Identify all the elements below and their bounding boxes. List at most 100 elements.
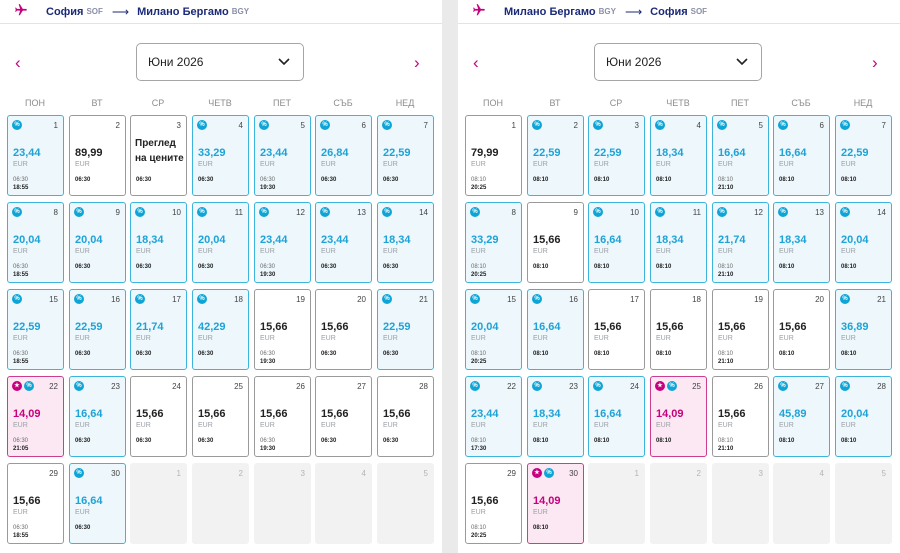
day-number: 6: [361, 121, 366, 130]
calendar-day[interactable]: 26 15,66 EUR 06:30 19:30: [254, 376, 311, 457]
prev-month-button[interactable]: ‹: [473, 53, 479, 72]
calendar-day[interactable]: 10% 16,64 EUR 08:10: [588, 202, 645, 283]
fare-price: 20,04: [471, 321, 499, 333]
calendar-day[interactable]: 29 15,66 EUR 08:10 20:25: [465, 463, 522, 544]
calendar-day[interactable]: 28 15,66 EUR 06:30: [377, 376, 434, 457]
calendar-day[interactable]: 22% 23,44 EUR 08:10 17:30: [465, 376, 522, 457]
calendar-day[interactable]: 5% 23,44 EUR 06:30 19:30: [254, 115, 311, 196]
month-select[interactable]: Юни 2026: [136, 43, 304, 81]
month-select[interactable]: Юни 2026: [594, 43, 762, 81]
fare-price: 20,04: [841, 408, 869, 420]
fare-currency: EUR: [198, 248, 213, 255]
calendar-day[interactable]: 9% 20,04 EUR 06:30: [69, 202, 126, 283]
calendar-day[interactable]: 8% 20,04 EUR 06:30 18:55: [7, 202, 64, 283]
fare-currency: EUR: [260, 248, 275, 255]
calendar-day[interactable]: 14% 20,04 EUR 08:10: [835, 202, 892, 283]
calendar-day[interactable]: 20 15,66 EUR 06:30: [315, 289, 372, 370]
calendar-day[interactable]: 6% 26,84 EUR 06:30: [315, 115, 372, 196]
calendar-day[interactable]: 11% 18,34 EUR 08:10: [650, 202, 707, 283]
calendar-day-disabled: 3: [712, 463, 769, 544]
prev-month-button[interactable]: ‹: [15, 53, 21, 72]
calendar-day[interactable]: 20 15,66 EUR 08:10: [773, 289, 830, 370]
fare-currency: EUR: [383, 422, 398, 429]
calendar-day[interactable]: 4% 18,34 EUR 08:10: [650, 115, 707, 196]
percent-icon: %: [259, 120, 269, 130]
calendar-day[interactable]: 15% 20,04 EUR 08:10 20:25: [465, 289, 522, 370]
calendar-day[interactable]: 17 15,66 EUR 08:10: [588, 289, 645, 370]
calendar-day[interactable]: 23% 18,34 EUR 08:10: [527, 376, 584, 457]
fare-currency: EUR: [13, 422, 28, 429]
calendar-day[interactable]: 11% 20,04 EUR 06:30: [192, 202, 249, 283]
fare-badges: ★%: [12, 381, 36, 391]
day-number: 20: [357, 295, 366, 304]
origin-code: SOF: [86, 7, 103, 16]
calendar-day[interactable]: 26 15,66 EUR 08:10 21:10: [712, 376, 769, 457]
calendar-day[interactable]: 24 15,66 EUR 06:30: [130, 376, 187, 457]
calendar-day[interactable]: 27% 45,89 EUR 08:10: [773, 376, 830, 457]
calendar-day[interactable]: 19 15,66 EUR 08:10 21:10: [712, 289, 769, 370]
calendar-day[interactable]: 15% 22,59 EUR 06:30 18:55: [7, 289, 64, 370]
calendar-day[interactable]: 7% 22,59 EUR 08:10: [835, 115, 892, 196]
calendar-day[interactable]: 29 15,66 EUR 06:30 18:55: [7, 463, 64, 544]
calendar-day[interactable]: 21% 36,89 EUR 08:10: [835, 289, 892, 370]
calendar-day[interactable]: 21% 22,59 EUR 06:30: [377, 289, 434, 370]
calendar-day[interactable]: 16% 16,64 EUR 08:10: [527, 289, 584, 370]
next-month-button[interactable]: ›: [872, 53, 878, 72]
calendar-day[interactable]: 13% 18,34 EUR 08:10: [773, 202, 830, 283]
percent-icon: %: [12, 120, 22, 130]
fare-currency: EUR: [533, 335, 548, 342]
fare-price: 22,59: [841, 147, 869, 159]
calendar-day[interactable]: 5% 16,64 EUR 08:10 21:10: [712, 115, 769, 196]
fare-price: 23,44: [260, 147, 288, 159]
calendar-day[interactable]: 8% 33,29 EUR 08:10 20:25: [465, 202, 522, 283]
calendar-day[interactable]: 30% 16,64 EUR 06:30: [69, 463, 126, 544]
calendar-day[interactable]: 27 15,66 EUR 06:30: [315, 376, 372, 457]
flight-time: 08:10: [471, 351, 487, 357]
calendar-day[interactable]: 24% 16,64 EUR 08:10: [588, 376, 645, 457]
calendar-day[interactable]: 10% 18,34 EUR 06:30: [130, 202, 187, 283]
fare-badges: %: [532, 381, 544, 391]
flight-time: 08:10: [471, 177, 487, 183]
calendar-day[interactable]: 4% 33,29 EUR 06:30: [192, 115, 249, 196]
fare-currency: EUR: [656, 422, 671, 429]
calendar-day[interactable]: 30 ★% 14,09 EUR 08:10: [527, 463, 584, 544]
calendar-day[interactable]: 17% 21,74 EUR 06:30: [130, 289, 187, 370]
next-month-button[interactable]: ›: [414, 53, 420, 72]
flight-time: 08:10: [841, 351, 857, 357]
calendar-day[interactable]: 2 89,99 EUR 06:30: [69, 115, 126, 196]
calendar-day[interactable]: 18% 42,29 EUR 06:30: [192, 289, 249, 370]
calendar-day[interactable]: 1 79,99 EUR 08:10 20:25: [465, 115, 522, 196]
fare-currency: EUR: [13, 161, 28, 168]
calendar-day[interactable]: 13% 23,44 EUR 06:30: [315, 202, 372, 283]
fare-price: 14,09: [656, 408, 684, 420]
day-number: 1: [634, 469, 639, 478]
calendar-day[interactable]: 14% 18,34 EUR 06:30: [377, 202, 434, 283]
fare-price: 20,04: [198, 234, 226, 246]
calendar-day[interactable]: 9 15,66 EUR 08:10: [527, 202, 584, 283]
calendar-day[interactable]: 1% 23,44 EUR 06:30 18:55: [7, 115, 64, 196]
calendar-day[interactable]: 22 ★% 14,09 EUR 06:30 21:05: [7, 376, 64, 457]
calendar-day[interactable]: 28% 20,04 EUR 08:10: [835, 376, 892, 457]
calendar-day[interactable]: 16% 22,59 EUR 06:30: [69, 289, 126, 370]
calendar-day[interactable]: 25 ★% 14,09 EUR 08:10: [650, 376, 707, 457]
calendar-day[interactable]: 3% 22,59 EUR 08:10: [588, 115, 645, 196]
calendar-day[interactable]: 18 15,66 EUR 08:10: [650, 289, 707, 370]
calendar-day[interactable]: 7% 22,59 EUR 06:30: [377, 115, 434, 196]
percent-icon: %: [470, 294, 480, 304]
calendar-day[interactable]: 2% 22,59 EUR 08:10: [527, 115, 584, 196]
day-number: 11: [234, 208, 243, 217]
flight-time: 06:30: [321, 177, 337, 183]
calendar-day[interactable]: 25 15,66 EUR 06:30: [192, 376, 249, 457]
calendar-day[interactable]: 19 15,66 EUR 06:30 19:30: [254, 289, 311, 370]
calendar-day[interactable]: 12% 21,74 EUR 08:10 21:10: [712, 202, 769, 283]
flight-time: 19:30: [260, 446, 276, 452]
calendar-day[interactable]: 23% 16,64 EUR 06:30: [69, 376, 126, 457]
calendar-day[interactable]: 6% 16,64 EUR 08:10: [773, 115, 830, 196]
fare-currency: EUR: [656, 248, 671, 255]
calendar-day[interactable]: 3 Преглед на цените 06:30: [130, 115, 187, 196]
calendar-day[interactable]: 12% 23,44 EUR 06:30 19:30: [254, 202, 311, 283]
fare-price: 16,64: [779, 147, 807, 159]
flight-time: 06:30: [198, 438, 214, 444]
fare-badges: %: [840, 294, 852, 304]
percent-icon: %: [12, 294, 22, 304]
